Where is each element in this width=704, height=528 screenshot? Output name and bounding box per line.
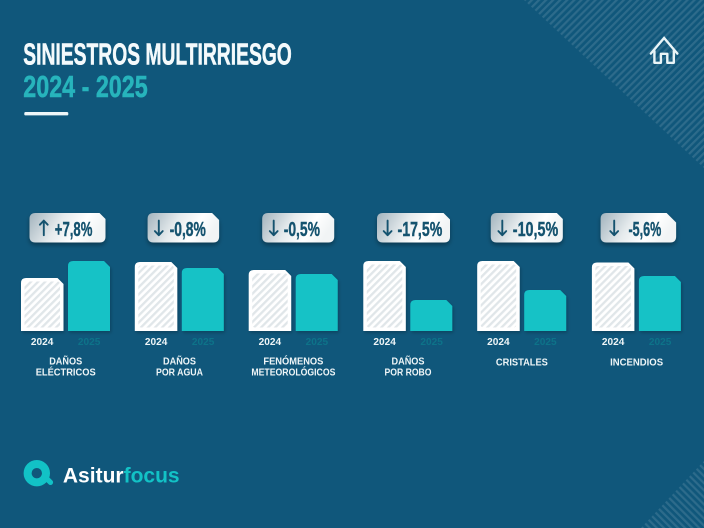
svg-text:-10,5%: -10,5% bbox=[513, 219, 558, 241]
svg-text:2024: 2024 bbox=[259, 337, 282, 348]
svg-text:DAÑOS: DAÑOS bbox=[163, 354, 196, 367]
svg-text:2024: 2024 bbox=[373, 337, 396, 348]
svg-text:POR ROBO: POR ROBO bbox=[385, 368, 432, 379]
svg-text:2024: 2024 bbox=[487, 337, 510, 348]
svg-text:SINIESTROS MULTIRRIESGO: SINIESTROS MULTIRRIESGO bbox=[23, 38, 292, 72]
svg-text:DAÑOS: DAÑOS bbox=[392, 354, 425, 367]
svg-text:2025: 2025 bbox=[306, 337, 329, 348]
svg-text:2025: 2025 bbox=[78, 337, 101, 348]
svg-text:DAÑOS: DAÑOS bbox=[49, 354, 82, 367]
svg-text:INCENDIOS: INCENDIOS bbox=[610, 357, 663, 368]
svg-text:ELÉCTRICOS: ELÉCTRICOS bbox=[36, 366, 96, 379]
svg-text:-0,5%: -0,5% bbox=[284, 219, 320, 241]
svg-text:2024: 2024 bbox=[31, 337, 54, 348]
svg-text:2024: 2024 bbox=[145, 337, 168, 348]
svg-text:2025: 2025 bbox=[649, 337, 672, 348]
svg-text:-5,6%: -5,6% bbox=[629, 219, 662, 241]
svg-text:CRISTALES: CRISTALES bbox=[496, 357, 548, 368]
svg-text:-17,5%: -17,5% bbox=[398, 219, 443, 241]
svg-text:FENÓMENOS: FENÓMENOS bbox=[263, 354, 323, 367]
svg-text:METEOROLÓGICOS: METEOROLÓGICOS bbox=[251, 366, 335, 379]
svg-text:2025: 2025 bbox=[420, 337, 443, 348]
svg-text:-0,8%: -0,8% bbox=[170, 219, 206, 241]
svg-text:Asiturfocus: Asiturfocus bbox=[63, 465, 180, 488]
svg-text:POR AGUA: POR AGUA bbox=[156, 368, 203, 379]
svg-text:+7,8%: +7,8% bbox=[55, 219, 93, 241]
svg-text:2025: 2025 bbox=[534, 337, 557, 348]
svg-text:2025: 2025 bbox=[192, 337, 215, 348]
svg-text:2024 - 2025: 2024 - 2025 bbox=[23, 69, 147, 104]
svg-text:2024: 2024 bbox=[602, 337, 625, 348]
